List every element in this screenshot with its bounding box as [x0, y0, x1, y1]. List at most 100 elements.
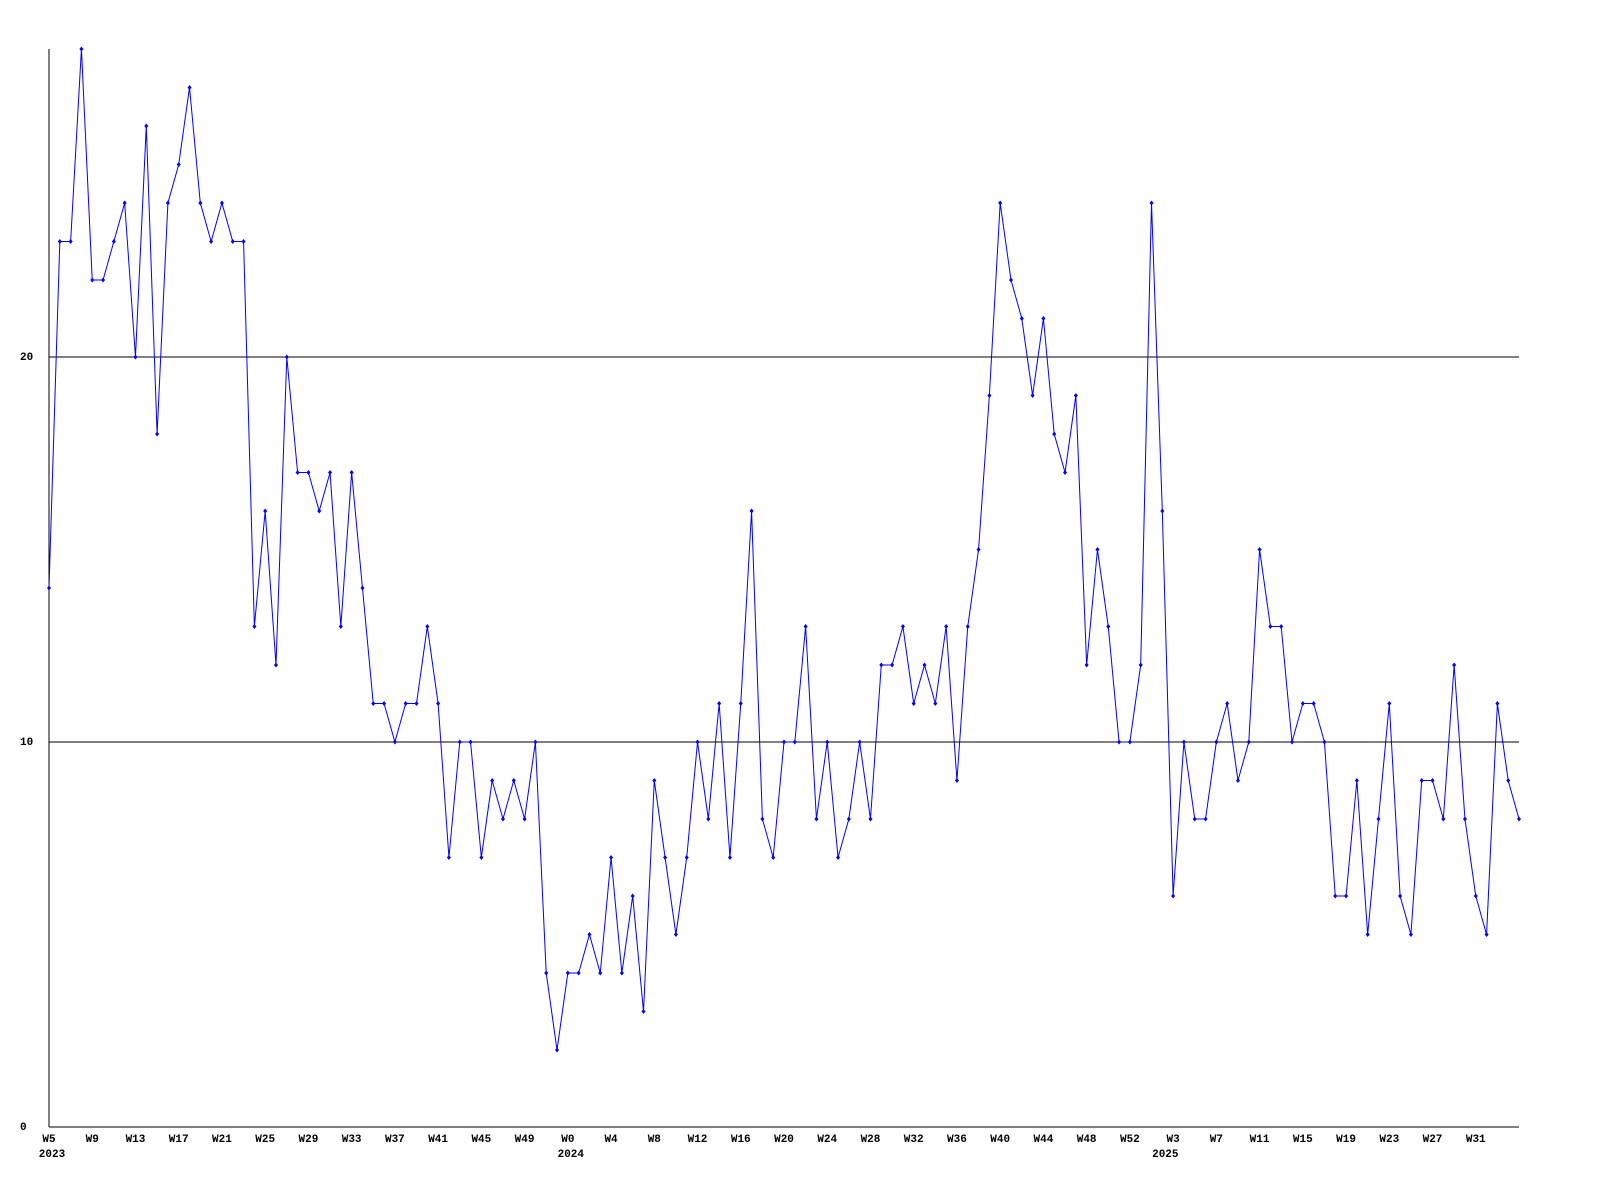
data-point: [155, 431, 160, 437]
data-point: [414, 701, 419, 706]
data-point: [1387, 701, 1392, 706]
x-year-label: 2025: [1152, 1149, 1179, 1161]
data-point: [1192, 816, 1197, 822]
data-point: [511, 778, 516, 783]
x-tick-label: W9: [86, 1134, 99, 1146]
data-point: [241, 239, 246, 244]
data-point: [1484, 932, 1489, 937]
data-point: [101, 277, 106, 283]
x-tick-label: W32: [904, 1134, 924, 1146]
data-point: [976, 547, 981, 552]
data-point: [57, 239, 62, 244]
data-point: [360, 585, 365, 591]
data-point: [1225, 701, 1230, 706]
data-point: [944, 624, 949, 629]
data-point: [306, 470, 311, 475]
data-point: [1408, 932, 1413, 937]
data-point: [641, 1009, 646, 1014]
data-point: [176, 162, 181, 167]
data-point: [1300, 701, 1305, 706]
data-point: [479, 855, 484, 860]
data-point: [587, 932, 592, 937]
data-point: [1257, 547, 1262, 552]
data-point: [760, 816, 765, 822]
data-point: [1441, 816, 1446, 822]
data-point: [1063, 470, 1068, 475]
data-point: [576, 970, 581, 976]
data-point: [1517, 816, 1521, 822]
data-point: [338, 624, 343, 629]
data-point: [1235, 778, 1240, 783]
data-point: [122, 200, 127, 206]
data-point: [1473, 893, 1478, 899]
x-tick-label: W48: [1077, 1134, 1097, 1146]
data-point: [663, 855, 668, 860]
data-point: [273, 662, 278, 668]
data-line: [48, 48, 1520, 1051]
x-tick-label: W25: [255, 1134, 275, 1146]
x-year-label: 2024: [558, 1149, 585, 1161]
data-point: [349, 470, 354, 475]
data-point: [1354, 778, 1359, 783]
data-point: [684, 855, 689, 860]
data-point: [1419, 778, 1424, 783]
x-tick-label: W8: [648, 1134, 662, 1146]
data-point: [1171, 893, 1176, 899]
x-tick-label: W7: [1210, 1134, 1223, 1146]
x-tick-label: W23: [1379, 1134, 1399, 1146]
data-point: [1376, 816, 1381, 822]
data-point: [490, 778, 495, 783]
data-point: [133, 354, 138, 360]
data-point: [825, 739, 830, 745]
x-tick-label: W28: [861, 1134, 881, 1146]
x-tick-label: W20: [774, 1134, 794, 1146]
data-point: [1430, 778, 1435, 783]
x-tick-label: W44: [1034, 1134, 1054, 1146]
data-point: [998, 200, 1003, 206]
data-point: [392, 739, 397, 745]
data-point: [1149, 200, 1154, 206]
data-point: [1160, 508, 1165, 514]
data-point: [317, 508, 322, 514]
x-year-label: 2023: [39, 1149, 66, 1161]
data-point: [1203, 816, 1208, 822]
data-point: [198, 200, 203, 206]
data-point: [263, 508, 268, 514]
data-point: [284, 354, 289, 360]
data-point: [933, 701, 938, 706]
data-point: [446, 855, 451, 860]
data-point: [68, 239, 73, 244]
x-tick-label: W49: [515, 1134, 535, 1146]
data-point: [717, 701, 722, 706]
data-point: [295, 470, 300, 475]
data-point: [911, 701, 916, 706]
x-tick-label: W36: [947, 1134, 967, 1146]
data-point: [436, 701, 441, 706]
x-tick-label: W4: [604, 1134, 618, 1146]
data-point: [695, 739, 700, 745]
data-point: [403, 701, 408, 706]
x-tick-label: W13: [126, 1134, 146, 1146]
data-point: [1452, 662, 1457, 668]
data-point: [1268, 624, 1273, 629]
data-point: [187, 85, 192, 90]
data-point: [965, 624, 970, 629]
data-point: [219, 200, 224, 206]
data-point: [47, 585, 51, 591]
data-point: [598, 970, 603, 976]
x-tick-label: W41: [428, 1134, 448, 1146]
y-tick-label: 10: [20, 737, 33, 749]
data-point: [555, 1047, 560, 1053]
data-point: [1117, 739, 1122, 745]
data-point: [922, 662, 927, 668]
x-tick-label: W33: [342, 1134, 362, 1146]
data-point: [425, 624, 430, 629]
data-point: [1106, 624, 1111, 629]
data-point: [771, 855, 776, 860]
x-tick-label: W19: [1336, 1134, 1356, 1146]
data-point: [1030, 393, 1035, 398]
data-point: [457, 739, 462, 745]
data-point: [1344, 893, 1349, 899]
data-point: [954, 778, 959, 783]
data-point: [328, 470, 333, 475]
